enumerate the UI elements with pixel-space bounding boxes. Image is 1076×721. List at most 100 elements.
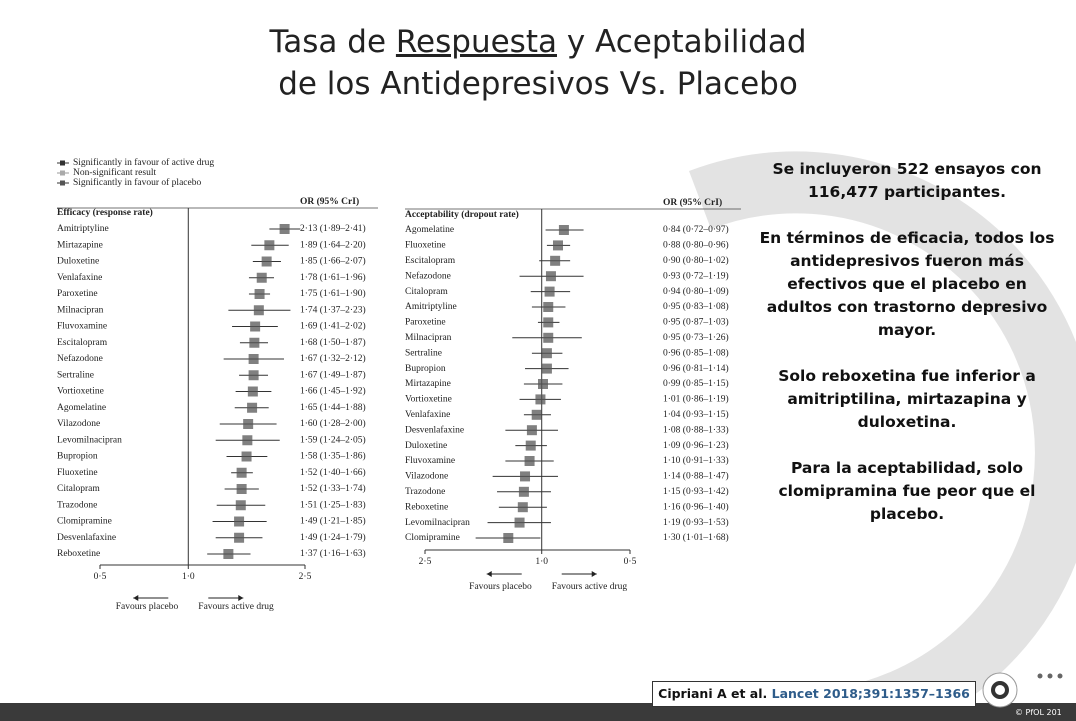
- or-label: 1·01 (0·86–1·19): [663, 394, 729, 405]
- annotation: Favours active drug: [552, 582, 628, 592]
- or-label: 0·95 (0·73–1·26): [663, 332, 729, 343]
- or-label: 1·10 (0·91–1·33): [663, 455, 729, 466]
- citation-journal: Lancet 2018;391:1357–1366: [771, 686, 970, 701]
- estimate: [541, 348, 552, 359]
- estimate: [524, 456, 535, 466]
- x-tick-label: 1·0: [535, 557, 548, 567]
- x-tick-label: 0·5: [94, 572, 107, 582]
- estimate: [223, 549, 234, 559]
- or-label: 0·94 (0·80–1·09): [663, 286, 729, 297]
- drug-label: Mirtazapine: [405, 379, 451, 389]
- drug-label: Milnacipran: [57, 305, 104, 315]
- or-label: 0·95 (0·87–1·03): [663, 317, 729, 328]
- estimate: [241, 451, 252, 462]
- drug-label: Citalopram: [405, 287, 448, 297]
- or-label: 1·14 (0·88–1·47): [663, 471, 729, 482]
- section-title: Acceptability (dropout rate): [405, 209, 519, 220]
- estimate: [243, 419, 254, 429]
- or-label: 1·08 (0·88–1·33): [663, 424, 729, 435]
- or-label: 0·88 (0·80–0·96): [663, 240, 729, 251]
- estimate: [235, 500, 246, 511]
- or-label: 1·04 (0·93–1·15): [663, 409, 729, 420]
- or-label: 1·09 (0·96–1·23): [663, 440, 729, 451]
- drug-label: Agomelatine: [57, 403, 106, 413]
- estimate: [236, 467, 247, 478]
- drug-label: Vortioxetine: [405, 395, 452, 405]
- arrow-head: [591, 571, 597, 577]
- estimate: [248, 370, 259, 381]
- or-label: 0·99 (0·85–1·15): [663, 378, 729, 389]
- drug-label: Mirtazapine: [57, 240, 103, 250]
- logo-dot: [1057, 673, 1063, 679]
- or-label: 1·89 (1·64–2·20): [300, 239, 366, 250]
- or-label: 1·37 (1·16–1·63): [300, 548, 366, 559]
- summary: Se incluyeron 522 ensayos con 116,477 pa…: [752, 158, 1062, 549]
- estimate: [514, 517, 525, 528]
- estimate: [558, 225, 569, 235]
- or-label: 0·96 (0·85–1·08): [663, 347, 729, 358]
- drug-label: Fluvoxamine: [57, 322, 107, 332]
- estimate: [250, 321, 261, 332]
- estimate: [247, 386, 258, 397]
- title-underlined: Respuesta: [395, 24, 557, 60]
- drug-label: Duloxetine: [57, 257, 99, 267]
- drug-label: Vilazodone: [57, 419, 100, 429]
- estimate: [543, 317, 554, 328]
- drug-label: Venlafaxine: [57, 272, 102, 283]
- footer: © PfOL 201: [1015, 708, 1062, 717]
- or-label: 1·85 (1·66–2·07): [300, 256, 366, 267]
- or-label: 1·30 (1·01–1·68): [663, 532, 729, 543]
- arrow-head: [486, 571, 492, 577]
- citation: Cipriani A et al. Lancet 2018;391:1357–1…: [652, 681, 976, 707]
- drug-label: Vilazodone: [405, 472, 448, 482]
- or-label: 0·96 (0·81–1·14): [663, 363, 729, 374]
- or-label: 1·52 (1·33–1·74): [300, 483, 366, 494]
- or-label: 1·51 (1·25–1·83): [300, 499, 366, 510]
- title-text: y Aceptabilidad: [556, 24, 807, 60]
- estimate: [249, 337, 260, 348]
- drug-label: Reboxetine: [405, 502, 448, 512]
- estimate: [544, 286, 555, 297]
- estimate: [503, 533, 514, 543]
- column-header: OR (95% CrI): [300, 196, 359, 207]
- drug-label: Levomilnacipran: [57, 435, 122, 445]
- x-tick-label: 0·5: [624, 557, 637, 567]
- or-label: 0·90 (0·80–1·02): [663, 255, 729, 266]
- estimate: [236, 484, 247, 494]
- summary-paragraph: Se incluyeron 522 ensayos con 116,477 pa…: [772, 160, 1042, 201]
- title-text: Tasa de: [269, 24, 396, 60]
- bottom-bar: [0, 703, 1076, 721]
- drug-label: Desvenlafaxine: [57, 532, 116, 543]
- or-label: 1·15 (0·93–1·42): [663, 486, 729, 497]
- legend-label: Significantly in favour of placebo: [73, 177, 201, 188]
- or-label: 1·59 (1·24–2·05): [300, 434, 366, 445]
- or-label: 0·95 (0·83–1·08): [663, 301, 729, 312]
- or-label: 1·49 (1·21–1·85): [300, 516, 366, 527]
- or-label: 1·16 (0·96–1·40): [663, 501, 729, 512]
- drug-label: Trazodone: [405, 487, 445, 497]
- drug-label: Paroxetine: [405, 318, 446, 328]
- or-label: 1·75 (1·61–1·90): [300, 288, 366, 299]
- or-label: 1·74 (1·37–2·23): [300, 304, 366, 315]
- summary-paragraph: Solo reboxetina fue inferior a amitripti…: [778, 367, 1036, 431]
- estimate: [525, 440, 536, 451]
- estimate: [518, 486, 529, 497]
- drug-label: Desvenlafaxine: [405, 424, 464, 435]
- title-line-1: Tasa de Respuesta y Aceptabilidad: [0, 22, 1076, 62]
- estimate: [541, 363, 552, 374]
- estimate: [279, 224, 290, 234]
- estimate: [550, 255, 561, 266]
- drug-label: Escitalopram: [57, 338, 108, 348]
- or-label: 0·93 (0·72–1·19): [663, 270, 729, 281]
- estimate: [520, 471, 531, 482]
- bar-notch: [440, 688, 500, 703]
- logo-dot: [1047, 673, 1053, 679]
- drug-label: Duloxetine: [405, 441, 447, 451]
- drug-label: Agomelatine: [405, 225, 454, 235]
- annotation: Favours active drug: [198, 602, 274, 612]
- estimate: [535, 394, 546, 405]
- estimate: [552, 240, 563, 251]
- drug-label: Amitriptyline: [57, 224, 109, 234]
